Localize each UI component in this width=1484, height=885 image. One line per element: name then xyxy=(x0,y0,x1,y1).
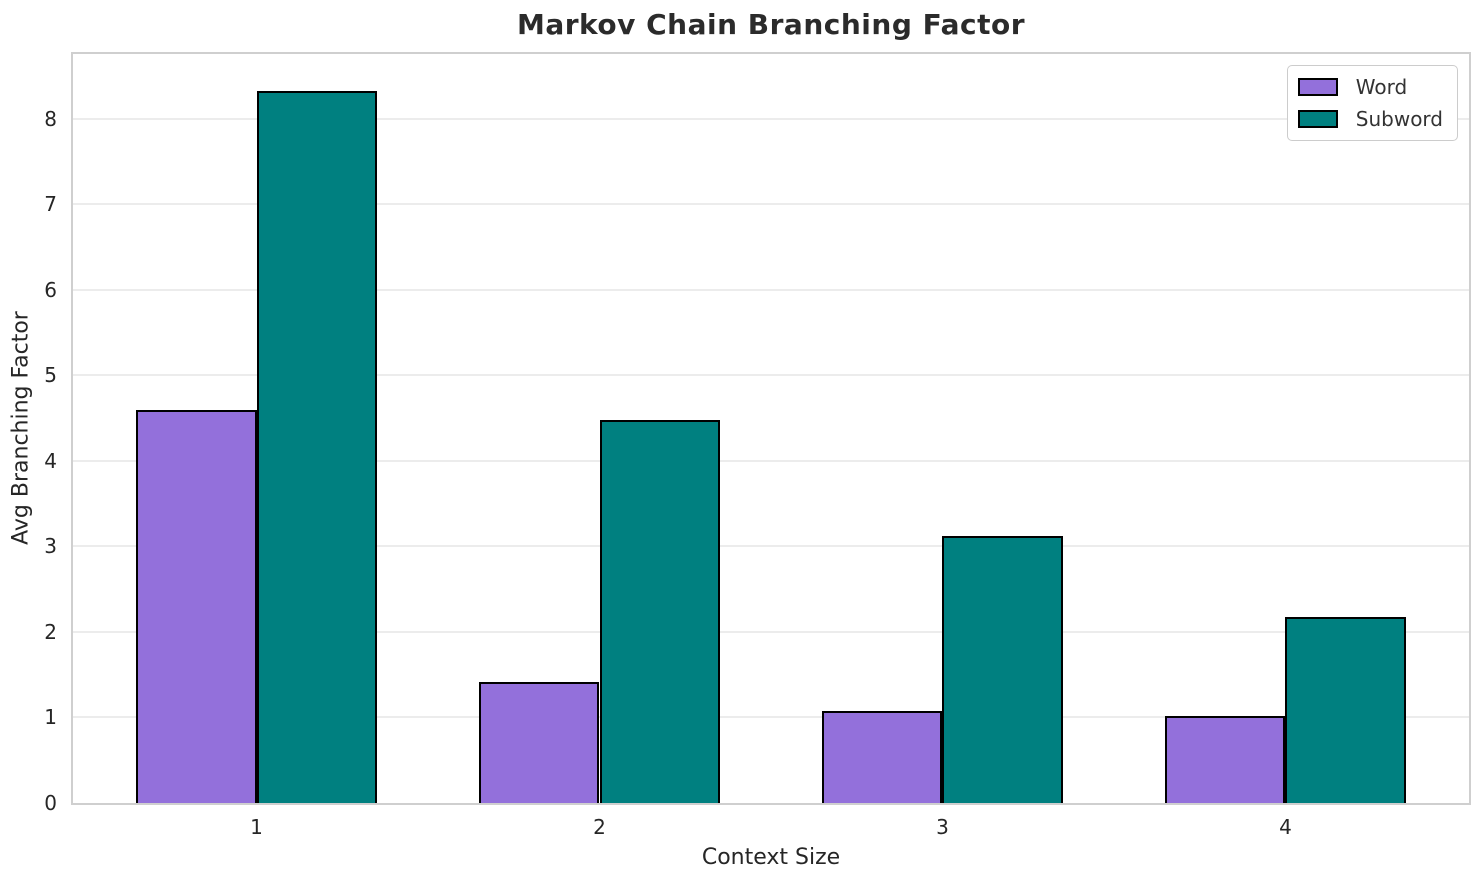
y-axis-label: Avg Branching Factor xyxy=(8,311,34,545)
gridline xyxy=(73,374,1469,377)
x-axis-label: Context Size xyxy=(701,845,841,870)
legend-swatch-subword-icon xyxy=(1297,110,1338,128)
x-tick-label: 3 xyxy=(936,815,949,839)
y-tick-label: 1 xyxy=(44,705,57,730)
bar-word-4 xyxy=(1165,715,1286,803)
gridline xyxy=(73,203,1469,206)
bar-subword-1 xyxy=(256,90,377,803)
y-tick-label: 8 xyxy=(44,106,57,131)
x-tick-label: 1 xyxy=(250,815,263,839)
legend-label-subword: Subword xyxy=(1355,107,1443,131)
gridline xyxy=(73,630,1469,633)
bar-word-2 xyxy=(479,681,600,803)
gridline xyxy=(73,459,1469,462)
y-tick-label: 7 xyxy=(44,192,57,217)
legend: Word Subword xyxy=(1286,65,1458,141)
x-tick-label: 2 xyxy=(593,815,606,839)
y-tick-label: 5 xyxy=(44,363,57,388)
bar-word-3 xyxy=(822,710,943,803)
gridline xyxy=(73,545,1469,548)
plot-area: Word Subword 0 1 2 3 4 5 6 7 8 1 2 3 4 xyxy=(44,52,1471,839)
chart-title: Markov Chain Branching Factor xyxy=(516,8,1026,41)
gridline xyxy=(73,716,1469,719)
gridline xyxy=(73,288,1469,291)
bar-subword-2 xyxy=(599,419,720,803)
bar-subword-4 xyxy=(1285,616,1406,803)
bar-word-1 xyxy=(136,409,257,803)
legend-swatch-word-icon xyxy=(1297,78,1338,96)
legend-item-word: Word xyxy=(1297,75,1443,99)
y-tick-label: 2 xyxy=(44,619,57,644)
bar-subword-3 xyxy=(942,536,1063,803)
y-tick-label: 3 xyxy=(44,534,57,559)
legend-label-word: Word xyxy=(1355,75,1408,99)
y-tick-label: 0 xyxy=(44,791,57,815)
y-tick-label: 4 xyxy=(44,448,57,473)
x-tick-label: 4 xyxy=(1279,815,1292,839)
legend-item-subword: Subword xyxy=(1297,107,1443,131)
gridline xyxy=(73,117,1469,120)
y-tick-label: 6 xyxy=(44,277,57,302)
